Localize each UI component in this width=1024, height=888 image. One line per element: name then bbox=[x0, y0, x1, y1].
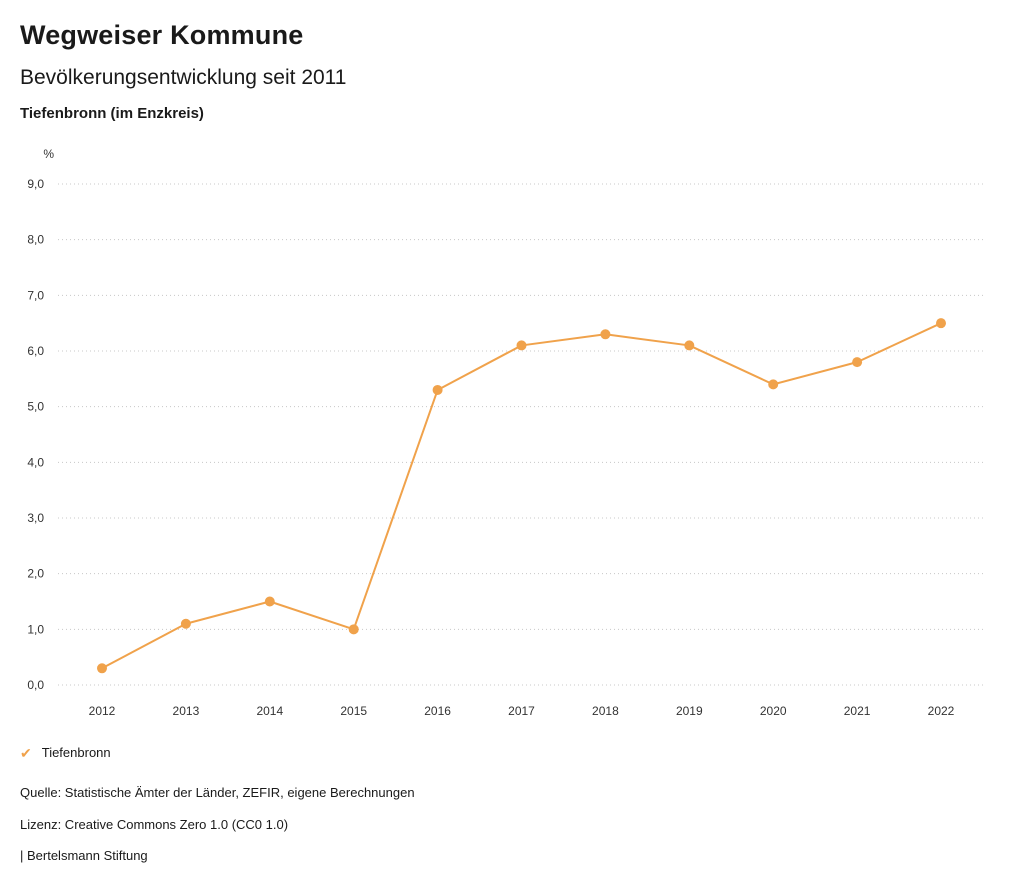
svg-text:2012: 2012 bbox=[89, 704, 116, 718]
data-point[interactable] bbox=[432, 384, 443, 395]
data-point[interactable] bbox=[180, 618, 191, 629]
license-text: Lizenz: Creative Commons Zero 1.0 (CC0 1… bbox=[20, 817, 289, 832]
svg-text:9,0: 9,0 bbox=[27, 177, 44, 191]
page-title: Wegweiser Kommune bbox=[20, 20, 304, 50]
svg-text:6,0: 6,0 bbox=[27, 344, 44, 358]
svg-text:2020: 2020 bbox=[760, 704, 787, 718]
svg-text:2015: 2015 bbox=[340, 704, 367, 718]
svg-text:0,0: 0,0 bbox=[27, 678, 44, 692]
svg-text:2022: 2022 bbox=[928, 704, 955, 718]
data-point[interactable] bbox=[684, 340, 695, 351]
attribution-text: | Bertelsmann Stiftung bbox=[20, 848, 148, 863]
svg-text:2,0: 2,0 bbox=[27, 567, 44, 581]
data-point[interactable] bbox=[97, 663, 107, 674]
svg-text:1,0: 1,0 bbox=[27, 622, 44, 636]
chart-region-label: Tiefenbronn (im Enzkreis) bbox=[20, 105, 204, 122]
svg-text:2018: 2018 bbox=[592, 704, 619, 718]
svg-text:3,0: 3,0 bbox=[27, 511, 44, 525]
source-text: Quelle: Statistische Ämter der Länder, Z… bbox=[20, 785, 415, 800]
svg-text:%: % bbox=[43, 147, 54, 161]
svg-text:5,0: 5,0 bbox=[27, 400, 44, 414]
data-point[interactable] bbox=[516, 340, 527, 351]
svg-text:2017: 2017 bbox=[508, 704, 535, 718]
chart-canvas: % 0,0 1,0 2,0 3,0 4,0 5,0 6,0 7,0 8,0 9,0 2012 2013 2… bbox=[27, 147, 986, 718]
svg-text:2016: 2016 bbox=[424, 704, 451, 718]
svg-text:2013: 2013 bbox=[173, 704, 200, 718]
data-point[interactable] bbox=[264, 596, 275, 607]
data-point[interactable] bbox=[600, 329, 611, 340]
legend-label: Tiefenbronn bbox=[41, 745, 111, 760]
check-icon: ✔ bbox=[20, 744, 32, 761]
data-point[interactable] bbox=[768, 379, 779, 390]
legend-item-tiefenbronn[interactable]: ✔ Tiefenbronn bbox=[20, 745, 111, 760]
data-point[interactable] bbox=[936, 318, 946, 329]
svg-text:2014: 2014 bbox=[256, 704, 283, 718]
data-point[interactable] bbox=[852, 357, 863, 368]
svg-text:7,0: 7,0 bbox=[27, 288, 44, 302]
svg-text:2019: 2019 bbox=[676, 704, 703, 718]
svg-text:8,0: 8,0 bbox=[27, 233, 44, 247]
svg-text:2021: 2021 bbox=[844, 704, 871, 718]
data-point[interactable] bbox=[348, 624, 359, 635]
population-line-chart: % 0,0 1,0 2,0 3,0 4,0 5,0 6,0 7,0 8,0 9,0 2012 2013 2… bbox=[0, 140, 1024, 730]
svg-text:4,0: 4,0 bbox=[27, 455, 44, 469]
chart-subtitle: Bevölkerungsentwicklung seit 2011 bbox=[20, 66, 347, 89]
